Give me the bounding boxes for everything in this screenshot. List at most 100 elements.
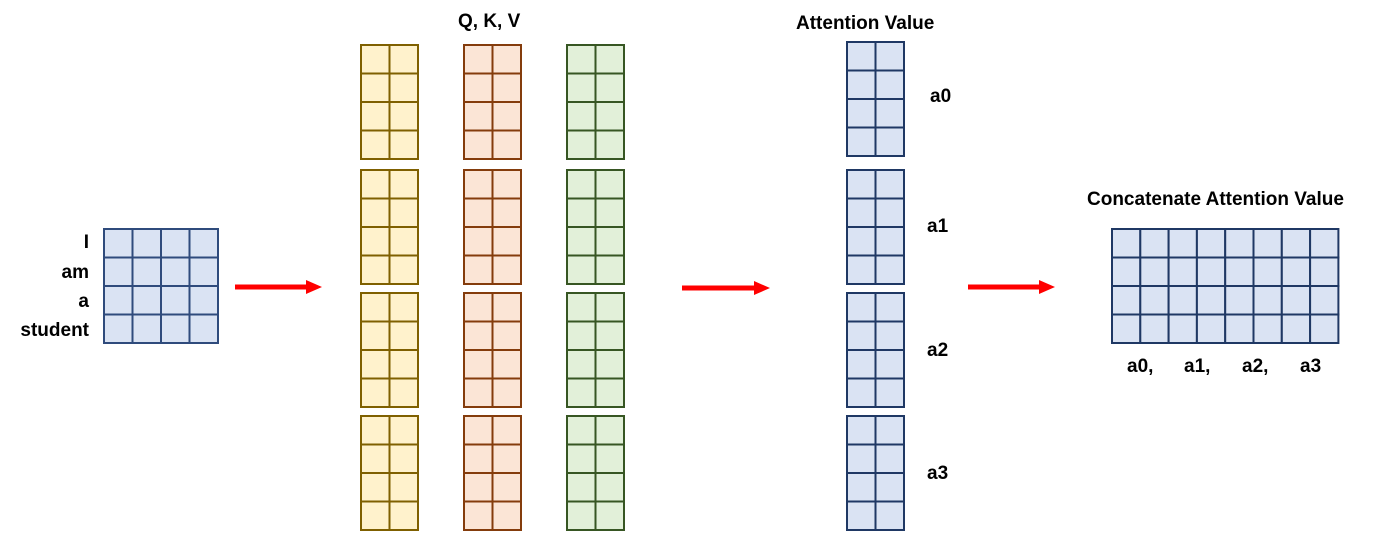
- attention-label-a3: a3: [927, 463, 949, 484]
- q-block-1: [360, 169, 419, 285]
- attention-block-a2-cell: [874, 292, 905, 323]
- q-block-1-cell: [360, 169, 391, 200]
- v-block-3: [566, 415, 625, 531]
- concat-matrix-cell: [1139, 285, 1170, 316]
- concat-matrix-cell: [1167, 228, 1198, 259]
- attention-block-a1-cell: [874, 169, 905, 200]
- attention-block-a1-cell: [874, 197, 905, 228]
- concat-matrix-cell: [1252, 285, 1283, 316]
- attention-title: Attention Value: [796, 13, 935, 34]
- attention-block-a0-cell: [846, 41, 877, 72]
- k-block-0-cell: [463, 101, 494, 132]
- concat-matrix-cell: [1309, 285, 1340, 316]
- k-block-2-cell: [463, 292, 494, 323]
- k-block-1-cell: [463, 226, 494, 257]
- k-block-0-cell: [491, 101, 522, 132]
- concat-matrix-cell: [1111, 228, 1142, 259]
- concat-matrix-cell: [1167, 256, 1198, 287]
- concat-matrix-cell: [1224, 228, 1255, 259]
- concat-matrix-cell: [1309, 256, 1340, 287]
- attention-block-a2-cell: [874, 320, 905, 351]
- concat-matrix-cell: [1167, 285, 1198, 316]
- v-block-1-cell: [566, 226, 597, 257]
- k-block-3-cell: [463, 443, 494, 474]
- k-block-1-cell: [491, 226, 522, 257]
- q-block-3-cell: [388, 443, 419, 474]
- concat-matrix-cell: [1280, 313, 1312, 344]
- v-block-0-cell: [566, 44, 597, 75]
- attention-block-a3-cell: [846, 415, 877, 446]
- attention-block-a2-cell: [874, 349, 905, 380]
- v-block-0: [566, 44, 625, 160]
- concat-matrix-cell: [1195, 228, 1227, 259]
- arrow-1: [235, 280, 322, 294]
- q-block-1-cell: [388, 197, 419, 228]
- token-label-3: student: [20, 320, 89, 341]
- q-block-2-cell: [388, 292, 419, 323]
- concat-matrix-cell: [1195, 313, 1227, 344]
- token-label-0: I: [83, 232, 89, 253]
- v-block-3-cell: [566, 472, 597, 503]
- k-block-1: [463, 169, 522, 285]
- concat-matrix-cell: [1139, 228, 1170, 259]
- q-block-2-cell: [360, 349, 391, 380]
- input-matrix-cell: [160, 228, 191, 259]
- k-block-3-cell: [463, 500, 494, 531]
- input-matrix-cell: [103, 313, 134, 344]
- q-block-3-cell: [388, 500, 419, 531]
- v-block-1-cell: [566, 197, 597, 228]
- v-block-1: [566, 169, 625, 285]
- attention-block-a0-cell: [874, 41, 905, 72]
- v-block-0-cell: [566, 101, 597, 132]
- q-block-3-cell: [360, 500, 391, 531]
- attention-block-a1-cell: [846, 226, 877, 257]
- v-block-3-cell: [566, 500, 597, 531]
- v-block-1-cell: [594, 169, 625, 200]
- k-block-2-cell: [463, 377, 494, 408]
- input-matrix-cell: [188, 313, 219, 344]
- concat-matrix-cell: [1111, 285, 1142, 316]
- concat-matrix-cell: [1195, 285, 1227, 316]
- concat-matrix-cell: [1224, 256, 1255, 287]
- v-block-0-cell: [594, 129, 625, 160]
- k-block-1-cell: [463, 197, 494, 228]
- concat-matrix-cell: [1280, 285, 1312, 316]
- q-block-3: [360, 415, 419, 531]
- v-block-3-cell: [566, 443, 597, 474]
- attention-block-a3-cell: [874, 443, 905, 474]
- concat-matrix-cell: [1224, 285, 1255, 316]
- k-block-2-cell: [491, 292, 522, 323]
- attention-block-a1-cell: [874, 254, 905, 285]
- v-block-0-cell: [594, 72, 625, 103]
- v-block-1-cell: [566, 254, 597, 285]
- q-block-3-cell: [360, 443, 391, 474]
- input-matrix-cell: [103, 256, 134, 287]
- v-block-3-cell: [594, 443, 625, 474]
- v-block-0-cell: [566, 72, 597, 103]
- attention-block-a1-cell: [874, 226, 905, 257]
- v-block-0-cell: [566, 129, 597, 160]
- concat-label-a2: a2,: [1242, 356, 1269, 377]
- q-block-1-cell: [360, 254, 391, 285]
- attention-block-a2-cell: [846, 320, 877, 351]
- input-matrix-cell: [131, 256, 162, 287]
- attention-block-a3-cell: [874, 500, 905, 531]
- k-block-2-cell: [491, 349, 522, 380]
- q-block-3-cell: [360, 415, 391, 446]
- q-block-2-cell: [360, 292, 391, 323]
- k-block-3: [463, 415, 522, 531]
- token-label-2: a: [78, 291, 89, 312]
- q-block-0-cell: [388, 44, 419, 75]
- concat-matrix-cell: [1139, 313, 1170, 344]
- q-block-3-cell: [388, 415, 419, 446]
- v-block-3-cell: [594, 500, 625, 531]
- concat-matrix: [1111, 228, 1340, 344]
- q-block-0-cell: [388, 72, 419, 103]
- attention-block-a3-cell: [846, 443, 877, 474]
- concat-matrix-cell: [1252, 313, 1283, 344]
- q-block-0-cell: [388, 101, 419, 132]
- q-block-1-cell: [360, 226, 391, 257]
- k-block-2-cell: [463, 349, 494, 380]
- k-block-3-cell: [491, 415, 522, 446]
